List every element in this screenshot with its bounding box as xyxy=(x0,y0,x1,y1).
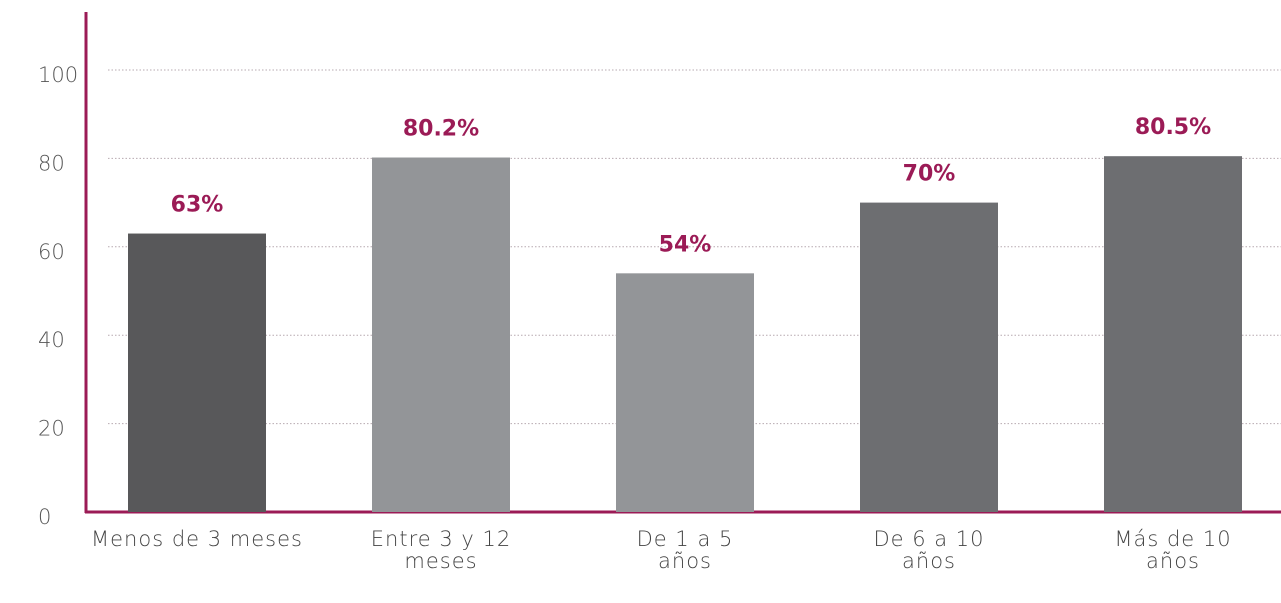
value-label: 80.2% xyxy=(403,117,479,142)
value-label: 70% xyxy=(903,162,956,187)
y-tick-label: 80 xyxy=(38,151,65,175)
y-tick-label: 100 xyxy=(38,63,78,87)
x-tick-label: Menos de 3 meses xyxy=(91,527,303,551)
x-tick-label: De 1 a 5 años xyxy=(636,527,734,573)
y-tick-label: 0 xyxy=(38,505,51,529)
bar xyxy=(128,233,266,513)
value-label: 54% xyxy=(659,232,712,257)
bar xyxy=(1104,156,1242,512)
x-tick-label: De 6 a 10 años xyxy=(873,527,985,573)
bar xyxy=(616,273,754,512)
y-tick-label: 20 xyxy=(38,417,65,441)
y-tick-label: 40 xyxy=(38,328,65,352)
value-label: 80.5% xyxy=(1135,115,1211,140)
x-tick-label: Más de 10 años xyxy=(1114,527,1232,573)
x-tick-label: Entre 3 y 12 meses xyxy=(370,527,512,573)
bar xyxy=(860,202,998,512)
value-label: 63% xyxy=(171,193,224,218)
y-tick-label: 60 xyxy=(38,240,65,264)
bar xyxy=(372,157,510,513)
